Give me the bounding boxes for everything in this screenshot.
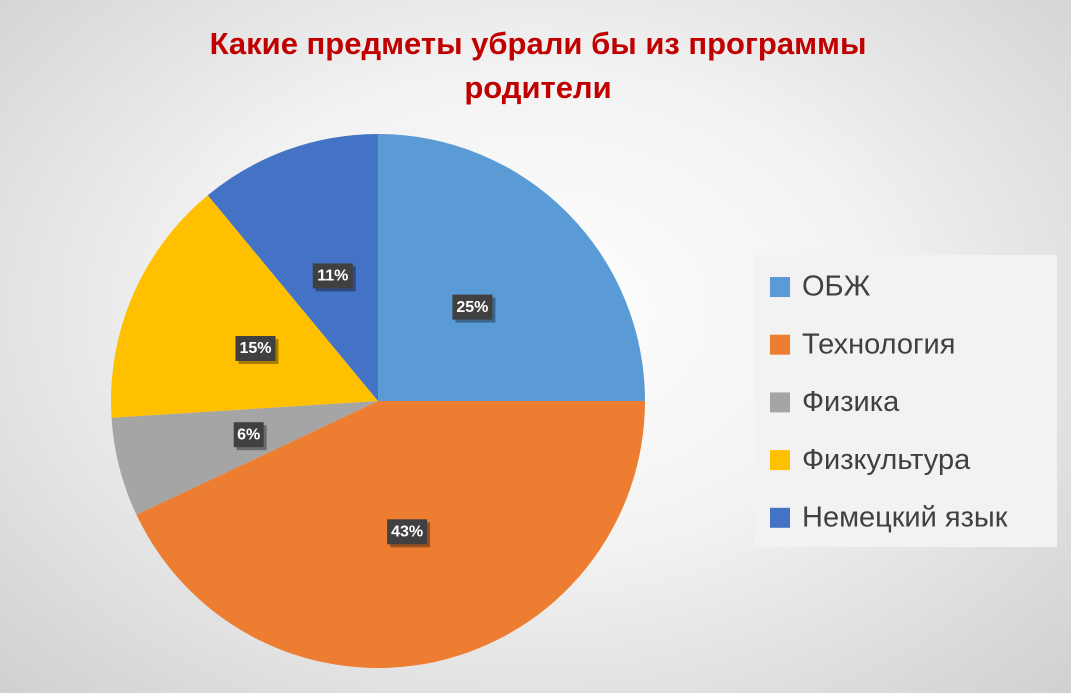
data-label-box [312, 263, 353, 289]
legend-label: Физкультура [802, 444, 971, 476]
legend-label: Технология [802, 328, 955, 360]
pie-slice [111, 401, 379, 515]
legend-marker [770, 334, 790, 355]
data-label: 6% [237, 426, 260, 443]
data-label-box [235, 335, 276, 361]
pie-slice [378, 134, 645, 401]
data-label: 43% [391, 524, 423, 541]
legend-label: Немецкий язык [802, 501, 1008, 533]
legend-label: Физика [802, 386, 900, 418]
pie-slice [111, 195, 378, 418]
data-label: 25% [456, 299, 488, 316]
data-label-box [452, 294, 493, 320]
data-label-box [233, 422, 264, 448]
data-label: 15% [239, 340, 271, 357]
legend-marker [770, 450, 790, 471]
legend-marker [770, 392, 790, 413]
pie-slice [207, 134, 378, 401]
legend-marker [770, 507, 790, 528]
legend-box [755, 255, 1057, 547]
data-label: 11% [317, 268, 348, 285]
legend-label: ОБЖ [802, 271, 871, 303]
chart-title: Какие предметы убрали бы из программы ро… [209, 26, 867, 105]
data-label-box [387, 519, 428, 545]
legend-marker [770, 277, 790, 297]
